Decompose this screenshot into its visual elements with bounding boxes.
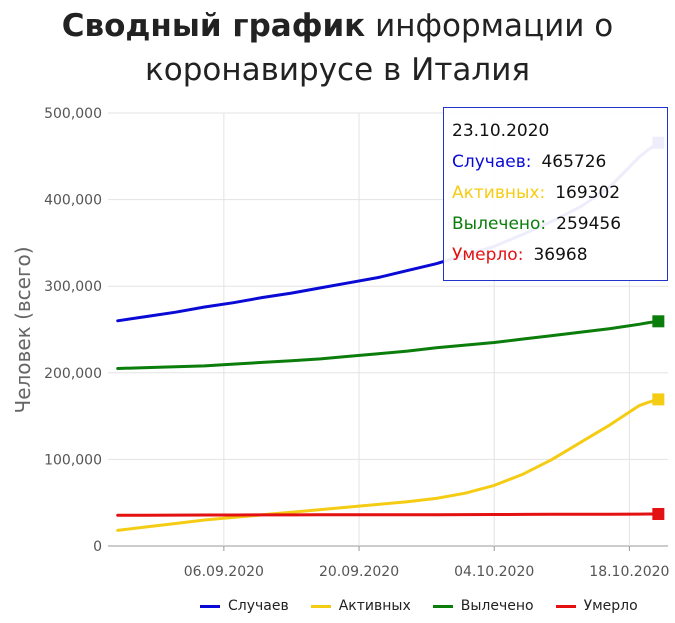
tooltip-row-active: Активных: 169302 [452,182,667,213]
legend-item-cases[interactable]: Случаев [200,598,289,614]
series-end-marker-3 [652,507,665,520]
y-tick-label: 300,000 [44,279,102,295]
legend-item-recovered[interactable]: Вылечено [432,598,534,614]
y-tick-label: 100,000 [44,452,102,468]
tooltip-value: 169302 [555,183,621,203]
chart-title-line2: коронавирусе в Италия [145,52,530,88]
tooltip-label: Случаев: [452,152,532,172]
chart-title: Сводный график информации о коронавирусе… [0,4,675,92]
x-tick-labels: 06.09.2020 20.09.2020 04.10.2020 18.10.2020 [184,564,670,580]
y-tick-label: 400,000 [44,193,102,209]
series-end-marker-1 [652,393,665,406]
series-line-1 [116,397,660,532]
y-tick-label: 200,000 [44,366,102,382]
x-tick-label: 20.09.2020 [319,564,399,580]
legend-swatch [432,604,453,608]
tooltip-row-deaths: Умерло: 36968 [452,244,667,275]
legend-swatch [200,604,220,608]
x-tick-label: 18.10.2020 [589,564,669,580]
legend-swatch [310,604,331,608]
tooltip-date: 23.10.2020 [452,121,550,141]
tooltip-value: 259456 [556,214,622,234]
legend-swatch [555,604,576,608]
chart-legend: Случаев Активных Вылечено Умерло [200,598,638,614]
tooltip-value: 36968 [533,245,588,265]
tooltip-label: Активных: [452,183,546,203]
x-tick-label: 06.09.2020 [184,564,264,580]
x-tick-label: 04.10.2020 [454,564,534,580]
legend-item-active[interactable]: Активных [310,598,411,614]
legend-label: Активных [338,598,411,614]
chart-title-rest: информации о [365,8,614,44]
y-tick-label: 0 [93,539,102,555]
hover-tooltip: 23.10.2020 Случаев: 465726 Активных: 16930… [443,107,668,281]
series-line-3 [116,512,660,517]
tooltip-row-cases: Случаев: 465726 [452,151,667,182]
chart-title-bold: Сводный график [61,8,366,44]
tooltip-value: 465726 [541,152,607,172]
series-end-marker-2 [652,315,665,328]
legend-item-deaths[interactable]: Умерло [555,598,638,614]
y-tick-label: 500,000 [44,106,102,122]
tooltip-label: Вылечено: [452,214,547,234]
y-tick-labels: 0 100,000 200,000 300,000 400,000 500,000 [44,106,102,555]
y-axis-label: Человек (всего) [11,246,35,413]
legend-label: Вылечено [460,598,534,614]
tooltip-label: Умерло: [452,245,524,265]
legend-label: Умерло [583,598,638,614]
series-line-2 [116,319,660,370]
legend-label: Случаев [228,598,289,614]
tooltip-row-recovered: Вылечено: 259456 [452,213,667,244]
